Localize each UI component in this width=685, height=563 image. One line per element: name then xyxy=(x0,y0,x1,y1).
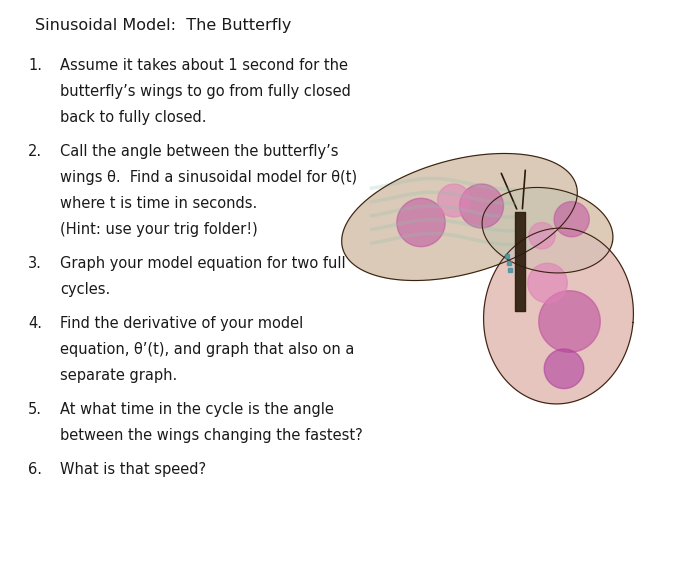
Text: 1.: 1. xyxy=(28,58,42,73)
Text: (Hint: use your trig folder!): (Hint: use your trig folder!) xyxy=(60,222,258,237)
Polygon shape xyxy=(529,222,556,249)
Text: back to fully closed.: back to fully closed. xyxy=(60,110,206,125)
Polygon shape xyxy=(538,291,600,352)
Text: At what time in the cycle is the angle: At what time in the cycle is the angle xyxy=(60,402,334,417)
Polygon shape xyxy=(397,198,445,247)
Text: cycles.: cycles. xyxy=(60,282,110,297)
Text: Assume it takes about 1 second for the: Assume it takes about 1 second for the xyxy=(60,58,348,73)
Text: What is that speed?: What is that speed? xyxy=(60,462,206,477)
Text: Call the angle between the butterfly’s: Call the angle between the butterfly’s xyxy=(60,144,338,159)
Polygon shape xyxy=(342,154,577,280)
Text: Graph your model equation for two full: Graph your model equation for two full xyxy=(60,256,346,271)
Polygon shape xyxy=(484,228,634,404)
Text: 6.: 6. xyxy=(28,462,42,477)
Text: between the wings changing the fastest?: between the wings changing the fastest? xyxy=(60,428,363,443)
Polygon shape xyxy=(544,349,584,388)
Text: 5.: 5. xyxy=(28,402,42,417)
Polygon shape xyxy=(527,263,567,303)
Text: wings θ.  Find a sinusoidal model for θ(t): wings θ. Find a sinusoidal model for θ(t… xyxy=(60,170,357,185)
Text: separate graph.: separate graph. xyxy=(60,368,177,383)
Polygon shape xyxy=(342,154,577,280)
Text: 4.: 4. xyxy=(28,316,42,331)
Polygon shape xyxy=(438,184,471,217)
Text: 3.: 3. xyxy=(28,256,42,271)
Text: equation, θ’(t), and graph that also on a: equation, θ’(t), and graph that also on … xyxy=(60,342,354,357)
Polygon shape xyxy=(554,202,589,237)
Polygon shape xyxy=(482,187,613,273)
Text: Sinusoidal Model:  The Butterfly: Sinusoidal Model: The Butterfly xyxy=(35,18,291,33)
Text: Find the derivative of your model: Find the derivative of your model xyxy=(60,316,303,331)
Text: butterfly’s wings to go from fully closed: butterfly’s wings to go from fully close… xyxy=(60,84,351,99)
Polygon shape xyxy=(482,187,613,273)
Polygon shape xyxy=(484,228,634,404)
Polygon shape xyxy=(460,184,503,228)
Text: where t is time in seconds.: where t is time in seconds. xyxy=(60,196,258,211)
Text: 2.: 2. xyxy=(28,144,42,159)
